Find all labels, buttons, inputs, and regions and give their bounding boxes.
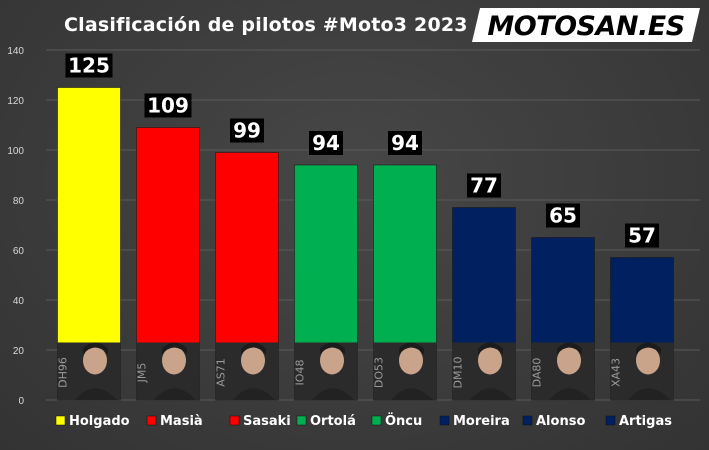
- rider-face: [478, 346, 502, 375]
- legend-label-alonso: Alonso: [536, 414, 585, 429]
- legend-swatch: [296, 415, 307, 426]
- y-axis-ticks: 0 20 40 60 80 100 120 140: [7, 46, 24, 407]
- legend-swatch: [522, 415, 533, 426]
- legend-swatch: [439, 415, 450, 426]
- data-label: 65: [549, 204, 577, 228]
- rider-id-text: DA80: [531, 358, 544, 388]
- rider-face: [320, 346, 344, 375]
- rider-cap: [557, 342, 582, 355]
- rider-shoulders: [628, 388, 670, 400]
- legend: Holgado Masià Sasaki Ortolá Öncu Moreira Alons…: [55, 413, 672, 429]
- y-tick-label: 100: [7, 146, 24, 157]
- data-label-box: [625, 223, 659, 248]
- data-labels: 125 109 99 94 94 77 65 57: [65, 53, 659, 248]
- y-tick-label: 0: [18, 396, 24, 407]
- legend-label-holgado: Holgado: [69, 414, 130, 429]
- rider-id-text: AS71: [215, 358, 228, 387]
- rider-cap: [162, 342, 187, 355]
- data-label: 57: [628, 224, 656, 248]
- rider-cap: [636, 342, 661, 355]
- data-label: 77: [470, 174, 498, 198]
- rider-face: [399, 346, 423, 375]
- legend-swatch: [55, 415, 66, 426]
- data-label: 109: [147, 94, 189, 118]
- legend-label-artigas: Artigas: [619, 414, 672, 429]
- rider-id-text: IO48: [294, 360, 307, 386]
- rider-face: [557, 346, 581, 375]
- rider-shoulders: [154, 388, 196, 400]
- rider-cap: [241, 342, 266, 355]
- rider-cap: [83, 342, 108, 355]
- legend-label-öncu: Öncu: [385, 413, 422, 429]
- y-tick-label: 140: [7, 46, 24, 57]
- legend-swatch: [146, 415, 157, 426]
- rider-shoulders: [549, 388, 591, 400]
- y-tick-label: 120: [7, 96, 24, 107]
- legend-label-moreira: Moreira: [453, 414, 510, 429]
- legend-label-ortolá: Ortolá: [310, 414, 356, 429]
- rider-cap: [320, 342, 345, 355]
- rider-shoulders: [312, 388, 354, 400]
- data-label: 94: [391, 131, 419, 155]
- rider-id-text: JM5: [136, 363, 149, 384]
- data-label: 99: [233, 119, 261, 143]
- rider-id-text: XA43: [610, 358, 623, 387]
- data-label-box: [388, 131, 422, 155]
- data-label: 125: [68, 54, 110, 78]
- rider-shoulders: [391, 388, 433, 400]
- rider-cap: [399, 342, 424, 355]
- rider-face: [636, 346, 660, 375]
- legend-label-sasaki: Sasaki: [243, 414, 291, 429]
- y-tick-label: 20: [13, 346, 25, 357]
- logo-text: MOTOSAN.ES: [487, 11, 684, 42]
- legend-swatch: [229, 415, 240, 426]
- motosan-logo: MOTOSAN.ES: [472, 8, 700, 42]
- legend-swatch: [605, 415, 616, 426]
- bars: DH96 JM5 AS71 IO48 DO53 DM10 DA80 XA43: [57, 87, 674, 401]
- legend-label-masià: Masià: [160, 414, 203, 429]
- rider-shoulders: [75, 388, 117, 400]
- data-label-box: [230, 118, 264, 143]
- rider-id-text: DM10: [452, 357, 465, 389]
- rider-face: [241, 346, 265, 375]
- data-label-box: [467, 173, 501, 198]
- rider-cap: [478, 342, 503, 355]
- rider-shoulders: [233, 388, 275, 400]
- rider-face: [162, 346, 186, 375]
- data-label-box: [309, 131, 343, 155]
- rider-face: [83, 346, 107, 375]
- rider-id-text: DH96: [57, 357, 70, 388]
- data-label-box: [546, 203, 580, 228]
- chart-title: Clasificación de pilotos #Moto3 2023: [64, 14, 468, 36]
- rider-id-text: DO53: [373, 357, 386, 388]
- data-label-box: [65, 53, 113, 78]
- data-label: 94: [312, 131, 340, 155]
- rider-shoulders: [470, 388, 512, 400]
- data-label-box: [144, 93, 192, 118]
- legend-swatch: [371, 415, 382, 426]
- y-tick-label: 60: [13, 246, 25, 257]
- y-tick-label: 80: [13, 196, 25, 207]
- y-tick-label: 40: [13, 296, 25, 307]
